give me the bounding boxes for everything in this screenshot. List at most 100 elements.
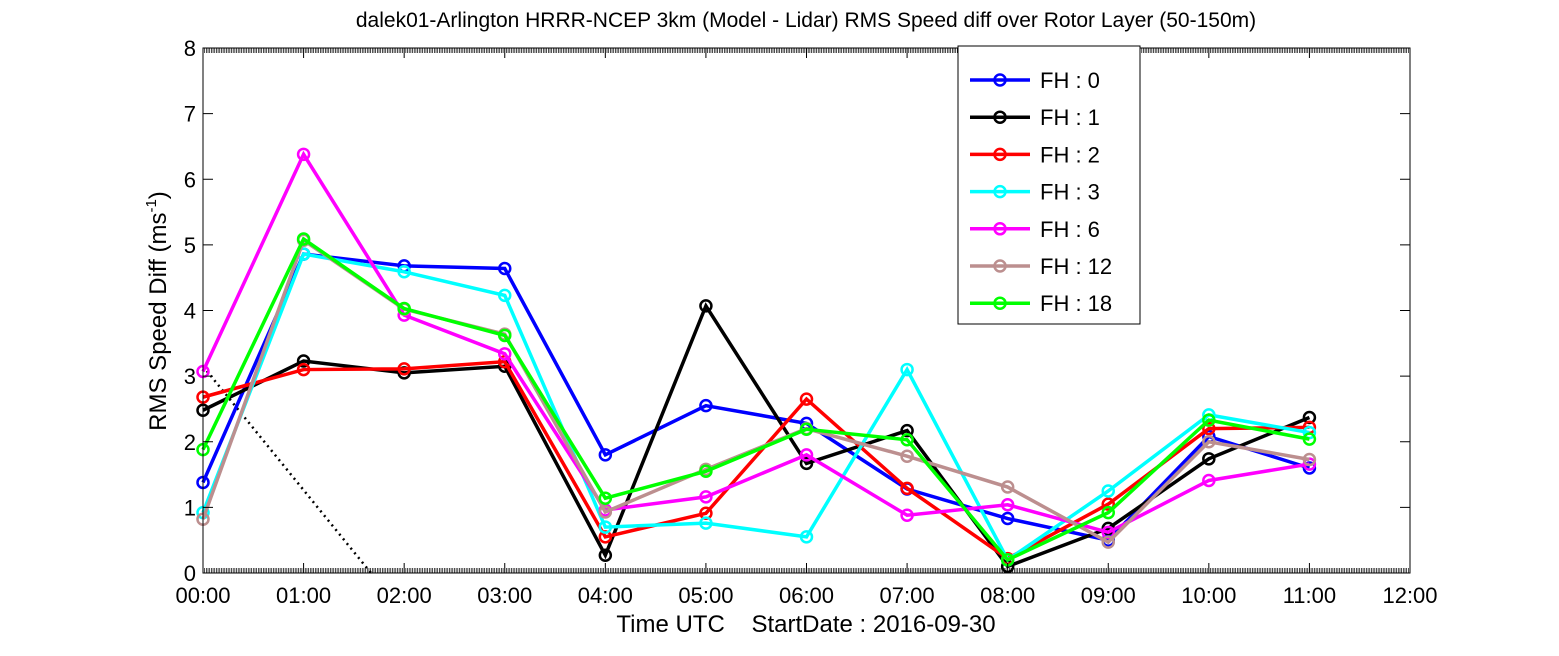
data-point	[699, 398, 713, 413]
plot-background	[203, 48, 1410, 573]
data-point	[1101, 497, 1115, 511]
data-point	[598, 491, 613, 505]
x-tick-label: 10:00	[1181, 583, 1236, 608]
data-point	[799, 456, 814, 471]
legend-item: FH : 0	[970, 68, 1100, 93]
y-axis-label-superscript: -1	[143, 199, 160, 212]
legend-label: FH : 6	[1040, 217, 1100, 242]
chart-title: dalek01-Arlington HRRR-NCEP 3km (Model -…	[356, 9, 1256, 32]
data-point	[296, 147, 311, 162]
series-line	[201, 236, 1310, 563]
y-tick-label: 3	[184, 364, 196, 389]
data-point	[900, 423, 914, 438]
legend-label: FH : 2	[1040, 142, 1100, 167]
series-layer	[196, 147, 1317, 574]
data-point	[598, 505, 613, 519]
y-tick-label: 1	[184, 495, 196, 520]
data-point	[397, 301, 411, 316]
legend-marker	[993, 184, 1007, 199]
legend-marker	[993, 147, 1007, 162]
data-point	[799, 530, 814, 544]
legend-item: FH : 12	[970, 254, 1112, 279]
data-point	[699, 490, 713, 504]
data-point	[1101, 505, 1115, 520]
y-axis-label-main: RMS Speed Diff (ms	[145, 213, 172, 431]
legend-item: FH : 6	[970, 217, 1100, 242]
data-point	[699, 299, 713, 313]
data-point	[598, 520, 613, 534]
y-axis-label: RMS Speed Diff (ms-1)	[143, 191, 172, 431]
y-tick-label: 7	[184, 102, 196, 127]
data-point	[1302, 461, 1317, 475]
data-point	[296, 232, 311, 246]
legend-box	[957, 45, 1141, 325]
data-point	[598, 448, 613, 462]
x-tick-label: 05:00	[678, 583, 733, 608]
data-point	[900, 433, 914, 447]
series-line	[202, 302, 1311, 569]
x-tick-label: 01:00	[276, 583, 331, 608]
data-point	[1000, 498, 1015, 512]
legend: FH : 0 FH : 1 FH : 2 FH : 3 FH : 6 FH : 12 FH …	[957, 45, 1141, 325]
data-point	[296, 354, 311, 368]
legend-marker	[993, 222, 1007, 236]
legend-label: FH : 12	[1040, 254, 1112, 279]
legend-label: FH : 1	[1040, 105, 1100, 130]
x-tick-label: 06:00	[779, 583, 834, 608]
data-point	[699, 464, 713, 479]
data-point	[1202, 435, 1216, 449]
legend-label: FH : 0	[1040, 68, 1100, 93]
x-tick-label: 11:00	[1283, 583, 1336, 608]
legend-item: FH : 2	[970, 142, 1100, 167]
data-point	[799, 422, 814, 437]
x-tick-label: 12:00	[1382, 583, 1437, 608]
legend-label: FH : 3	[1040, 180, 1100, 205]
series-line	[202, 359, 1310, 561]
y-tick-label: 5	[184, 233, 196, 258]
legend-item: FH : 3	[970, 180, 1100, 205]
reference-layer	[202, 365, 372, 574]
y-tick-label: 4	[184, 299, 196, 324]
series-line	[201, 252, 1310, 563]
data-point	[1202, 452, 1216, 466]
x-axis-label: Time UTC StartDate : 2016-09-30	[616, 611, 995, 638]
data-point	[1202, 421, 1216, 436]
data-point	[498, 347, 512, 361]
legend-marker	[993, 259, 1007, 273]
data-point	[498, 261, 512, 276]
data-point	[1000, 511, 1015, 526]
legend-item: FH : 18	[970, 291, 1112, 316]
data-point	[900, 449, 914, 463]
plot-area	[203, 48, 1410, 573]
x-tick-label: 08:00	[980, 583, 1035, 608]
data-point	[1202, 413, 1216, 427]
y-tick-label: 0	[184, 561, 196, 586]
series-2	[196, 354, 1317, 566]
x-minor-ticks	[204, 48, 1409, 573]
data-point	[1101, 535, 1115, 549]
legend-marker	[993, 296, 1007, 310]
x-tick-label: 07:00	[880, 583, 935, 608]
data-point	[1000, 480, 1015, 494]
data-point	[296, 362, 311, 377]
data-point	[498, 288, 512, 303]
axes-layer: 00:00 01:00 02:00 03:00 04:00 05:00 06:00 07:00…	[175, 36, 1437, 608]
data-point	[397, 265, 411, 279]
y-tick-label: 6	[184, 167, 196, 192]
x-tick-label: 03:00	[477, 583, 532, 608]
x-tick-label: 09:00	[1081, 583, 1136, 608]
data-point	[397, 362, 411, 376]
y-tick-label: 8	[184, 36, 196, 61]
data-point	[799, 392, 814, 406]
legend-marker	[993, 110, 1007, 124]
reference-dotted-line	[202, 365, 372, 574]
data-point	[1302, 452, 1317, 467]
legend-label: FH : 18	[1040, 291, 1112, 316]
data-point	[1302, 432, 1317, 446]
y-axis-label-close: )	[145, 191, 172, 199]
data-point	[1101, 484, 1115, 498]
data-point	[900, 362, 914, 377]
data-point	[498, 328, 512, 343]
x-tick-label: 02:00	[377, 583, 432, 608]
data-point	[900, 481, 914, 496]
